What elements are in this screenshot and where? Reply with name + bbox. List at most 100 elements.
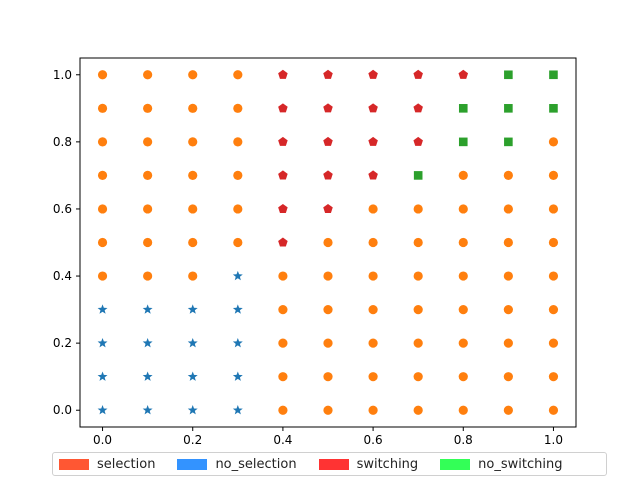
point-circle [188, 70, 198, 80]
point-pentagon [278, 69, 288, 79]
point-circle [548, 237, 559, 248]
point-circle [233, 103, 243, 113]
legend-item-no-switching: no_switching [440, 457, 562, 472]
point-circle [97, 70, 108, 80]
point-circle [548, 271, 559, 281]
x-tick-label: 0.4 [273, 433, 292, 447]
point-circle [548, 338, 559, 348]
point-circle [458, 237, 468, 248]
point-pentagon [413, 136, 423, 146]
point-circle [143, 103, 153, 113]
point-star [187, 371, 198, 381]
point-circle [233, 137, 243, 147]
point-pentagon [368, 69, 378, 79]
point-circle [143, 137, 153, 147]
x-axis: 0.0 0.2 0.4 0.6 0.8 1.0 [93, 427, 563, 447]
point-circle [143, 237, 153, 248]
point-circle [323, 271, 333, 281]
legend-label: no_switching [478, 456, 563, 472]
point-square [504, 70, 513, 80]
point-circle [368, 372, 378, 382]
point-circle [548, 170, 559, 181]
point-star [187, 405, 198, 415]
x-tick-label: 0.0 [93, 433, 112, 447]
legend-item-selection: selection [59, 457, 155, 472]
point-pentagon [323, 69, 333, 79]
point-star [97, 337, 108, 348]
point-circle [458, 170, 468, 181]
legend-label: selection [97, 456, 156, 472]
data-points [97, 69, 559, 415]
point-star [142, 405, 153, 415]
point-circle [233, 70, 243, 80]
y-tick-label: 0.6 [53, 202, 72, 216]
point-pentagon [458, 69, 469, 79]
point-circle [503, 237, 513, 248]
point-circle [143, 70, 153, 80]
point-star [142, 337, 153, 348]
point-pentagon [413, 69, 423, 79]
point-circle [368, 338, 378, 348]
point-circle [458, 372, 468, 382]
x-tick-label: 0.6 [364, 433, 383, 447]
point-pentagon [278, 136, 288, 146]
point-star [187, 304, 198, 314]
point-circle [323, 304, 333, 315]
point-square [549, 104, 558, 113]
point-circle [548, 372, 559, 382]
point-circle [548, 204, 559, 214]
legend-swatch-no-switching [440, 458, 471, 470]
x-tick-label: 0.2 [183, 433, 202, 447]
point-circle [458, 338, 468, 348]
point-circle [548, 137, 559, 147]
point-circle [368, 304, 378, 315]
axes-frame [79, 57, 577, 428]
point-square [504, 104, 513, 113]
y-tick-label: 0.0 [53, 403, 72, 417]
point-pentagon [278, 103, 288, 113]
point-circle [278, 304, 288, 315]
legend-item-switching: switching [318, 456, 419, 472]
point-circle [97, 237, 108, 248]
point-circle [278, 338, 288, 348]
point-circle [97, 204, 108, 214]
legend-swatch-switching [318, 458, 349, 470]
point-circle [188, 271, 198, 281]
point-star [232, 337, 243, 348]
point-square [549, 70, 558, 80]
point-circle [323, 372, 333, 382]
point-circle [368, 204, 378, 214]
point-circle [413, 237, 423, 248]
point-pentagon [368, 170, 378, 180]
point-circle [413, 338, 423, 348]
legend-label: switching [356, 456, 419, 472]
point-circle [97, 103, 108, 113]
point-square [413, 171, 423, 180]
point-circle [458, 204, 468, 214]
point-star [142, 304, 153, 314]
point-circle [413, 372, 423, 382]
point-circle [278, 405, 288, 415]
point-circle [188, 237, 198, 248]
legend-swatch-selection [59, 458, 89, 470]
point-circle [278, 372, 288, 382]
legend-swatch-no-selection [177, 458, 208, 470]
point-star [232, 405, 243, 415]
x-tick-label: 1.0 [544, 433, 563, 447]
point-circle [143, 271, 153, 281]
point-circle [278, 271, 288, 281]
point-star [232, 304, 243, 314]
point-star [97, 405, 108, 415]
point-circle [323, 338, 333, 348]
point-circle [188, 204, 198, 214]
point-circle [233, 237, 243, 248]
point-circle [233, 204, 243, 214]
point-square [458, 137, 468, 147]
point-pentagon [323, 136, 333, 146]
point-circle [548, 405, 559, 415]
point-circle [413, 204, 423, 214]
point-circle [368, 237, 378, 248]
point-pentagon [368, 103, 378, 113]
point-star [232, 270, 243, 281]
